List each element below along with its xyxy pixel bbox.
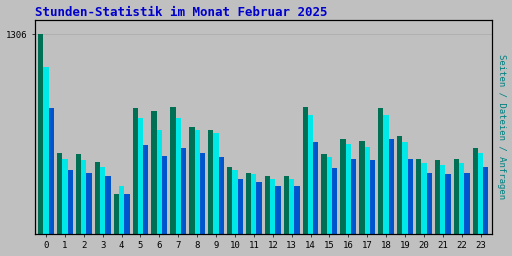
Bar: [351, 159, 356, 234]
Bar: [294, 186, 300, 234]
Bar: [322, 154, 327, 234]
Bar: [124, 194, 130, 234]
Bar: [114, 194, 119, 234]
Bar: [232, 169, 238, 234]
Bar: [119, 186, 124, 234]
Bar: [257, 182, 262, 234]
Bar: [87, 173, 92, 234]
Bar: [359, 141, 365, 234]
Bar: [181, 148, 186, 234]
Bar: [270, 179, 275, 234]
Bar: [138, 118, 143, 234]
Bar: [170, 107, 176, 234]
Bar: [214, 133, 219, 234]
Bar: [49, 108, 54, 234]
Bar: [152, 111, 157, 234]
Y-axis label: Seiten / Dateien / Anfragen: Seiten / Dateien / Anfragen: [498, 54, 506, 199]
Bar: [378, 108, 383, 234]
Bar: [81, 161, 87, 234]
Bar: [340, 139, 346, 234]
Bar: [284, 176, 289, 234]
Bar: [133, 108, 138, 234]
Bar: [176, 118, 181, 234]
Bar: [408, 159, 413, 234]
Bar: [445, 174, 451, 234]
Bar: [303, 107, 308, 234]
Bar: [416, 159, 421, 234]
Bar: [389, 139, 394, 234]
Bar: [68, 169, 73, 234]
Bar: [238, 179, 243, 234]
Bar: [143, 145, 148, 234]
Bar: [327, 157, 332, 234]
Bar: [246, 173, 251, 234]
Bar: [38, 34, 44, 234]
Bar: [332, 168, 337, 234]
Bar: [62, 159, 68, 234]
Bar: [473, 148, 478, 234]
Text: Stunden-Statistik im Monat Februar 2025: Stunden-Statistik im Monat Februar 2025: [35, 6, 327, 18]
Bar: [95, 162, 100, 234]
Bar: [289, 179, 294, 234]
Bar: [251, 174, 257, 234]
Bar: [275, 186, 281, 234]
Bar: [383, 114, 389, 234]
Bar: [189, 127, 195, 234]
Bar: [454, 159, 459, 234]
Bar: [157, 130, 162, 234]
Bar: [227, 166, 232, 234]
Bar: [308, 114, 313, 234]
Bar: [57, 153, 62, 234]
Bar: [426, 173, 432, 234]
Bar: [44, 67, 49, 234]
Bar: [219, 157, 224, 234]
Bar: [365, 147, 370, 234]
Bar: [162, 156, 167, 234]
Bar: [265, 176, 270, 234]
Bar: [105, 176, 111, 234]
Bar: [402, 142, 408, 234]
Bar: [483, 166, 488, 234]
Bar: [370, 161, 375, 234]
Bar: [421, 164, 426, 234]
Bar: [100, 166, 105, 234]
Bar: [195, 130, 200, 234]
Bar: [397, 136, 402, 234]
Bar: [200, 153, 205, 234]
Bar: [478, 153, 483, 234]
Bar: [76, 154, 81, 234]
Bar: [440, 165, 445, 234]
Bar: [464, 173, 470, 234]
Bar: [459, 164, 464, 234]
Bar: [435, 161, 440, 234]
Bar: [313, 142, 318, 234]
Bar: [208, 130, 214, 234]
Bar: [346, 144, 351, 234]
